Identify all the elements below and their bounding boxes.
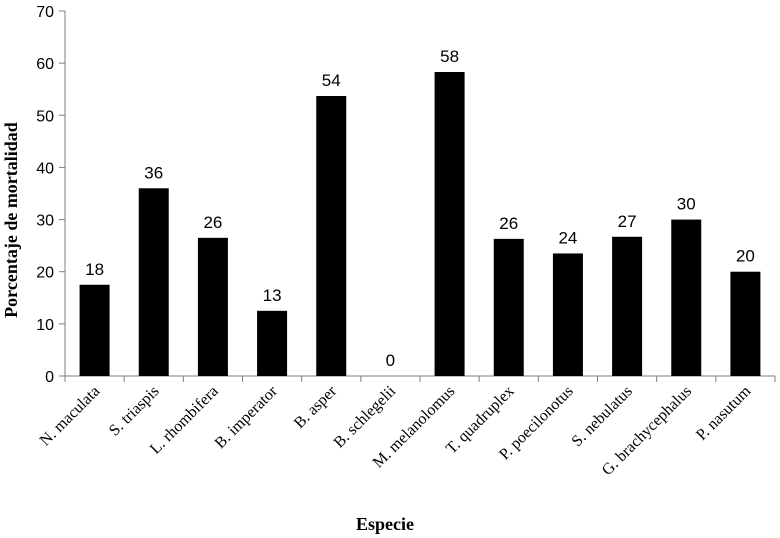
data-label: 20 (736, 247, 755, 266)
y-tick-label: 30 (36, 213, 54, 230)
x-category-label: B. imperator (212, 382, 282, 452)
x-category-label: S. triaspis (106, 383, 163, 440)
bar (197, 237, 228, 376)
data-label: 36 (144, 163, 163, 182)
data-label: 26 (499, 214, 518, 233)
y-tick-label: 50 (36, 108, 54, 125)
bar (671, 219, 702, 376)
data-label: 30 (677, 195, 696, 214)
data-label: 13 (263, 286, 282, 305)
bar (316, 95, 347, 376)
bar (730, 271, 761, 376)
data-label: 18 (85, 260, 104, 279)
data-labels: 18 36 26 13 54 0 58 26 24 27 30 20 (85, 47, 755, 370)
data-label: 24 (558, 228, 577, 247)
bar (257, 310, 288, 376)
data-label: 58 (440, 47, 459, 66)
data-label: 27 (618, 212, 637, 231)
y-tick-label: 10 (36, 317, 54, 334)
y-tick-label: 20 (36, 265, 54, 282)
bars (79, 72, 761, 376)
x-axis-title: Especie (356, 514, 414, 534)
x-category-label: N. maculata (37, 383, 104, 450)
bar (493, 238, 524, 376)
bar (612, 236, 643, 376)
data-label: 0 (386, 351, 395, 370)
y-axis-title: Porcentaje de mortalidad (1, 122, 21, 318)
x-category-label: P. nasutum (693, 382, 754, 443)
bar (79, 284, 110, 376)
y-tick-label: 40 (36, 160, 54, 177)
bar (552, 253, 583, 376)
bar (434, 72, 465, 376)
data-label: 26 (203, 213, 222, 232)
y-tick-label: 70 (36, 4, 54, 21)
y-tick-label: 0 (45, 369, 54, 386)
x-category-label: B. asper (291, 382, 341, 432)
bar (138, 188, 169, 376)
data-label: 54 (322, 71, 341, 90)
y-tick-label: 60 (36, 56, 54, 73)
